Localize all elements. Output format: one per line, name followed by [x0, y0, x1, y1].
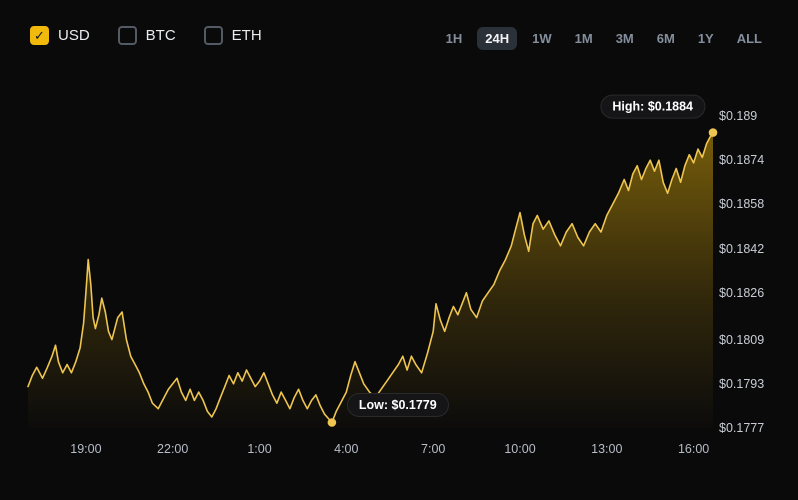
- price-line: [27, 131, 714, 424]
- y-axis-label: $0.1809: [719, 332, 765, 347]
- currency-label: USD: [58, 27, 90, 44]
- y-axis-label: $0.1874: [719, 153, 765, 168]
- x-axis-label: 22:00: [157, 442, 189, 456]
- currency-toggle-btc[interactable]: BTC: [117, 26, 176, 45]
- x-axis-label: 19:00: [70, 442, 102, 456]
- x-axis-label: 13:00: [591, 442, 623, 456]
- currency-toggle-usd[interactable]: ✓ USD: [30, 26, 90, 45]
- low-point-dot: [327, 418, 337, 427]
- x-axis-label: 10:00: [504, 442, 536, 456]
- range-button-6m[interactable]: 6M: [649, 27, 683, 50]
- low-badge: Low: $0.1779: [346, 392, 449, 417]
- currency-toggle-eth[interactable]: ETH: [203, 26, 262, 45]
- range-button-1w[interactable]: 1W: [524, 27, 560, 50]
- y-axis-label: $0.1793: [719, 376, 765, 391]
- range-button-1m[interactable]: 1M: [567, 27, 601, 50]
- currency-label: BTC: [145, 27, 176, 44]
- x-axis-label: 16:00: [677, 442, 710, 456]
- y-axis-label: $0.1858: [719, 197, 765, 212]
- time-range-group: 1H 24H 1W 1M 3M 6M 1Y ALL: [438, 27, 770, 50]
- range-button-all[interactable]: ALL: [729, 27, 770, 50]
- checkbox-checked-icon: ✓: [30, 26, 49, 45]
- range-button-24h[interactable]: 24H: [477, 27, 518, 50]
- currency-toggle-group: ✓ USD BTC ETH: [30, 26, 262, 45]
- range-button-3m[interactable]: 3M: [608, 27, 642, 50]
- y-axis-label: $0.1842: [719, 241, 765, 256]
- range-button-1h[interactable]: 1H: [438, 27, 471, 50]
- price-area-fill: [28, 132, 713, 428]
- y-axis-label: $0.1826: [719, 285, 765, 300]
- currency-label: ETH: [231, 27, 262, 44]
- x-axis-label: 4:00: [334, 442, 359, 456]
- high-point-dot: [708, 128, 718, 137]
- checkbox-unchecked-icon: [203, 26, 223, 45]
- checkbox-unchecked-icon: [117, 26, 137, 45]
- high-badge: High: $0.1884: [600, 94, 705, 119]
- range-button-1y[interactable]: 1Y: [690, 27, 722, 50]
- x-axis-label: 1:00: [247, 442, 272, 456]
- x-axis-label: 7:00: [421, 442, 446, 456]
- y-axis-label: $0.1777: [719, 421, 765, 435]
- y-axis-label: $0.189: [719, 109, 758, 123]
